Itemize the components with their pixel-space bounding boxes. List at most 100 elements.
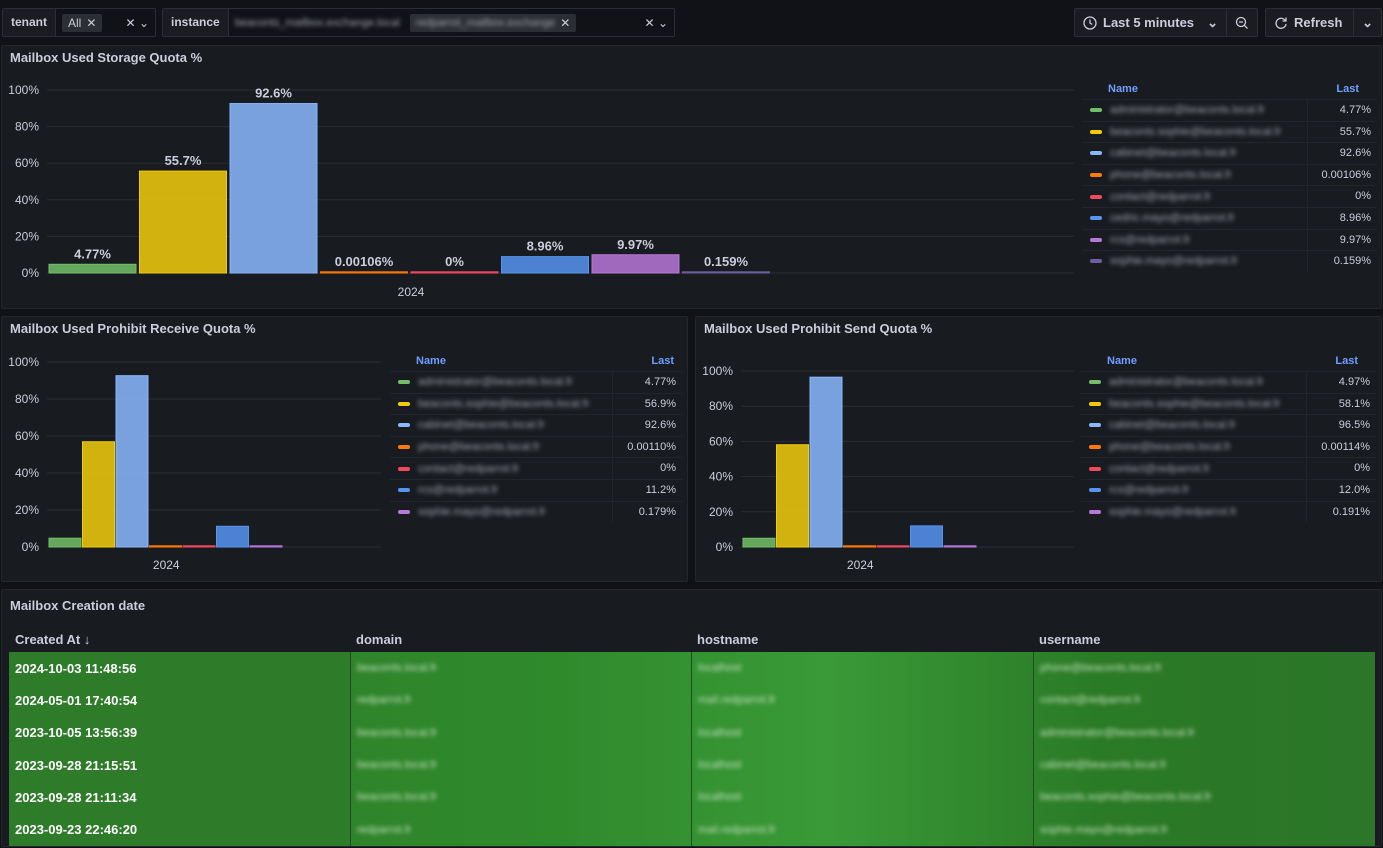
bar-series-6[interactable] xyxy=(591,254,680,274)
legend-item[interactable]: phone@beaconts.local.fr 0.00110% xyxy=(390,435,682,458)
remove-chip-icon[interactable]: ✕ xyxy=(560,15,571,30)
bar-series-1[interactable] xyxy=(776,444,809,548)
legend-item[interactable]: rcs@redparrot.fr 9.97% xyxy=(1082,228,1377,251)
legend-item[interactable]: cedric.mayo@redparrot.fr 8.96% xyxy=(1082,206,1377,229)
bar-series-6[interactable] xyxy=(249,545,283,548)
bar-series-3[interactable] xyxy=(149,545,182,548)
panel-title[interactable]: Mailbox Creation date xyxy=(10,598,146,613)
legend-item[interactable]: cabinet@beaconts.local.fr 92.6% xyxy=(1082,142,1377,164)
refresh-interval-dropdown[interactable]: ⌄ xyxy=(1353,9,1381,36)
column-header-hostname[interactable]: hostname xyxy=(697,631,759,647)
legend-item[interactable]: sophie.mayo@redparrot.fr 0.179% xyxy=(390,500,682,523)
bar-series-4[interactable] xyxy=(876,545,910,548)
legend-item[interactable]: rcs@redparrot.fr 11.2% xyxy=(390,478,682,501)
panel-title[interactable]: Mailbox Used Prohibit Send Quota % xyxy=(704,321,933,336)
bar-series-0[interactable] xyxy=(742,537,776,548)
bar-series-3[interactable] xyxy=(843,545,876,548)
y-tick-label: 100% xyxy=(702,364,733,378)
panel-title[interactable]: Mailbox Used Prohibit Receive Quota % xyxy=(10,321,256,336)
bar-value-label: 9.97% xyxy=(617,237,654,252)
legend-series-name: rcs@redparrot.fr xyxy=(1109,484,1190,497)
bar-series-4[interactable] xyxy=(182,545,216,548)
legend-item[interactable]: contact@redparrot.fr 0% xyxy=(390,457,682,479)
chevron-down-icon[interactable]: ⌄ xyxy=(138,15,149,30)
bar-series-2[interactable] xyxy=(809,376,843,548)
legend-item[interactable]: phone@beaconts.local.fr 0.00106% xyxy=(1082,163,1377,186)
bar-series-1[interactable] xyxy=(139,170,227,274)
bar-series-6[interactable] xyxy=(943,545,977,548)
legend-last-value: 12.0% xyxy=(1306,479,1376,501)
legend-item[interactable]: sophie.mayo@redparrot.fr 0.159% xyxy=(1082,250,1377,272)
bar-series-4[interactable] xyxy=(410,271,499,274)
bar-series-5[interactable] xyxy=(910,525,943,548)
legend-last-value: 92.6% xyxy=(612,415,682,436)
bar-series-3[interactable] xyxy=(320,271,408,274)
legend-last-value: 0.179% xyxy=(612,501,682,523)
column-header-domain[interactable]: domain xyxy=(356,631,403,647)
clear-icon[interactable]: ✕ xyxy=(644,15,655,30)
instance-chip[interactable]: redparrot_mailbox.exchange ✕ xyxy=(409,13,577,32)
bar-series-7[interactable] xyxy=(682,271,770,274)
clear-icon[interactable]: ✕ xyxy=(125,15,136,30)
created-at-cell: 2023-09-23 22:46:20 xyxy=(9,813,350,846)
bar-series-2[interactable] xyxy=(229,103,318,274)
instance-variable[interactable]: instance beaconts_mailbox.exchange.local… xyxy=(162,8,675,37)
panel-title[interactable]: Mailbox Used Storage Quota % xyxy=(10,50,203,65)
bar-series-2[interactable] xyxy=(115,375,149,548)
column-header-username[interactable]: username xyxy=(1039,631,1101,647)
bar-series-1[interactable] xyxy=(82,441,115,548)
legend-item[interactable]: administrator@beaconts.local.fr 4.97% xyxy=(1081,371,1376,393)
time-picker[interactable]: Last 5 minutes ⌄ xyxy=(1074,8,1258,37)
instance-value-1[interactable]: beaconts_mailbox.exchange.local xyxy=(234,16,400,29)
legend-item[interactable]: cabinet@beaconts.local.fr 96.5% xyxy=(1081,414,1376,436)
column-header-created-at[interactable]: Created At ↓ xyxy=(15,631,91,647)
legend-item[interactable]: cabinet@beaconts.local.fr 92.6% xyxy=(390,414,682,436)
storage-quota-chart: 0% 20% 40% 60% 80% 100% 4.77% 55.7% 92.6% 0.00106… xyxy=(8,83,1074,299)
legend-name-header[interactable]: Name xyxy=(416,355,446,367)
y-tick-label: 40% xyxy=(15,466,39,480)
refresh-button[interactable]: Refresh xyxy=(1266,9,1353,36)
legend-last-header[interactable]: Last xyxy=(1335,355,1358,367)
created-at-cell: 2024-05-01 17:40:54 xyxy=(9,684,350,717)
bar-series-0[interactable] xyxy=(48,263,137,274)
bar-series-5[interactable] xyxy=(216,525,249,548)
legend-last-header[interactable]: Last xyxy=(651,355,674,367)
legend-item[interactable]: administrator@beaconts.local.fr 4.77% xyxy=(1082,99,1377,121)
table-row[interactable]: 2023-09-28 21:11:34 beaconts.local.fr loca… xyxy=(9,781,1375,814)
bar-series-5[interactable] xyxy=(501,256,589,274)
x-axis-label: 2024 xyxy=(153,558,180,572)
chevron-down-icon[interactable]: ⌄ xyxy=(657,15,668,30)
y-tick-label: 40% xyxy=(709,470,733,484)
legend-item[interactable]: beaconts.sophie@beaconts.local.fr 58.1% xyxy=(1081,392,1376,415)
legend-item[interactable]: rcs@redparrot.fr 12.0% xyxy=(1081,478,1376,501)
legend-color-swatch xyxy=(398,466,410,471)
tenant-variable[interactable]: tenant All ✕ ✕ ⌄ xyxy=(2,8,156,37)
legend-last-value: 0.159% xyxy=(1307,251,1377,272)
receive-legend: Name Last administrator@beaconts.local.fr… xyxy=(390,351,682,523)
tenant-label: tenant xyxy=(3,9,56,36)
tenant-chip[interactable]: All ✕ xyxy=(62,13,103,32)
table-row[interactable]: 2024-10-03 11:48:56 beaconts.local.fr loca… xyxy=(9,652,1375,685)
legend-color-swatch xyxy=(1089,466,1101,471)
refresh-picker[interactable]: Refresh ⌄ xyxy=(1265,8,1382,37)
legend-item[interactable]: contact@redparrot.fr 0% xyxy=(1081,457,1376,479)
legend-item[interactable]: phone@beaconts.local.fr 0.00114% xyxy=(1081,435,1376,458)
bar-series-0[interactable] xyxy=(48,537,82,548)
legend-item[interactable]: administrator@beaconts.local.fr 4.77% xyxy=(390,371,682,393)
legend-last-value: 92.6% xyxy=(1307,143,1377,164)
legend-name-header[interactable]: Name xyxy=(1108,83,1138,95)
legend-name-header[interactable]: Name xyxy=(1107,355,1137,367)
table-row[interactable]: 2023-09-28 21:15:51 beaconts.local.fr loca… xyxy=(9,748,1375,782)
legend-item[interactable]: contact@redparrot.fr 0% xyxy=(1082,185,1377,207)
table-row[interactable]: 2023-10-05 13:56:39 beaconts.local.fr loca… xyxy=(9,716,1375,749)
zoom-out-button[interactable] xyxy=(1226,9,1257,36)
legend-last-header[interactable]: Last xyxy=(1336,83,1359,95)
table-row[interactable]: 2024-05-01 17:40:54 redparrot.fr mail.redp… xyxy=(9,684,1375,717)
legend-item[interactable]: sophie.mayo@redparrot.fr 0.191% xyxy=(1081,500,1376,523)
legend-item[interactable]: beaconts.sophie@beaconts.local.fr 55.7% xyxy=(1082,120,1377,143)
remove-chip-icon[interactable]: ✕ xyxy=(86,15,97,30)
domain-cell: beaconts.local.fr xyxy=(350,781,691,814)
legend-item[interactable]: beaconts.sophie@beaconts.local.fr 56.9% xyxy=(390,392,682,415)
table-row[interactable]: 2023-09-23 22:46:20 redparrot.fr mail.redp… xyxy=(9,813,1375,846)
legend-color-swatch xyxy=(1089,488,1101,493)
